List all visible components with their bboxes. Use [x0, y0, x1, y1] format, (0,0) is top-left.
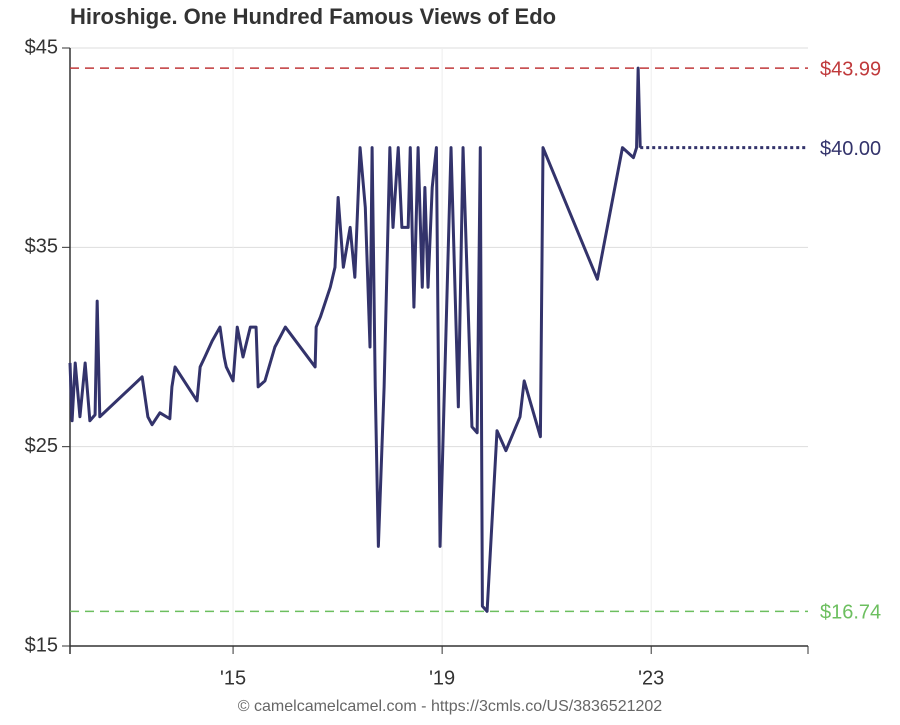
reference-label: $16.74: [820, 602, 881, 624]
x-tick-label: '23: [638, 667, 664, 689]
y-tick-label: $25: [25, 435, 58, 457]
y-tick-label: $15: [25, 634, 58, 656]
y-tick-label: $35: [25, 236, 58, 258]
footer: © camelcamelcamel.com - https://3cmls.co…: [238, 698, 663, 715]
reference-label: $40.00: [820, 138, 881, 160]
reference-label: $43.99: [820, 58, 881, 80]
y-tick-label: $45: [25, 36, 58, 58]
x-tick-label: '19: [429, 667, 455, 689]
x-tick-label: '15: [220, 667, 246, 689]
chart-title: Hiroshige. One Hundred Famous Views of E…: [70, 4, 556, 29]
price-line: [68, 66, 642, 613]
